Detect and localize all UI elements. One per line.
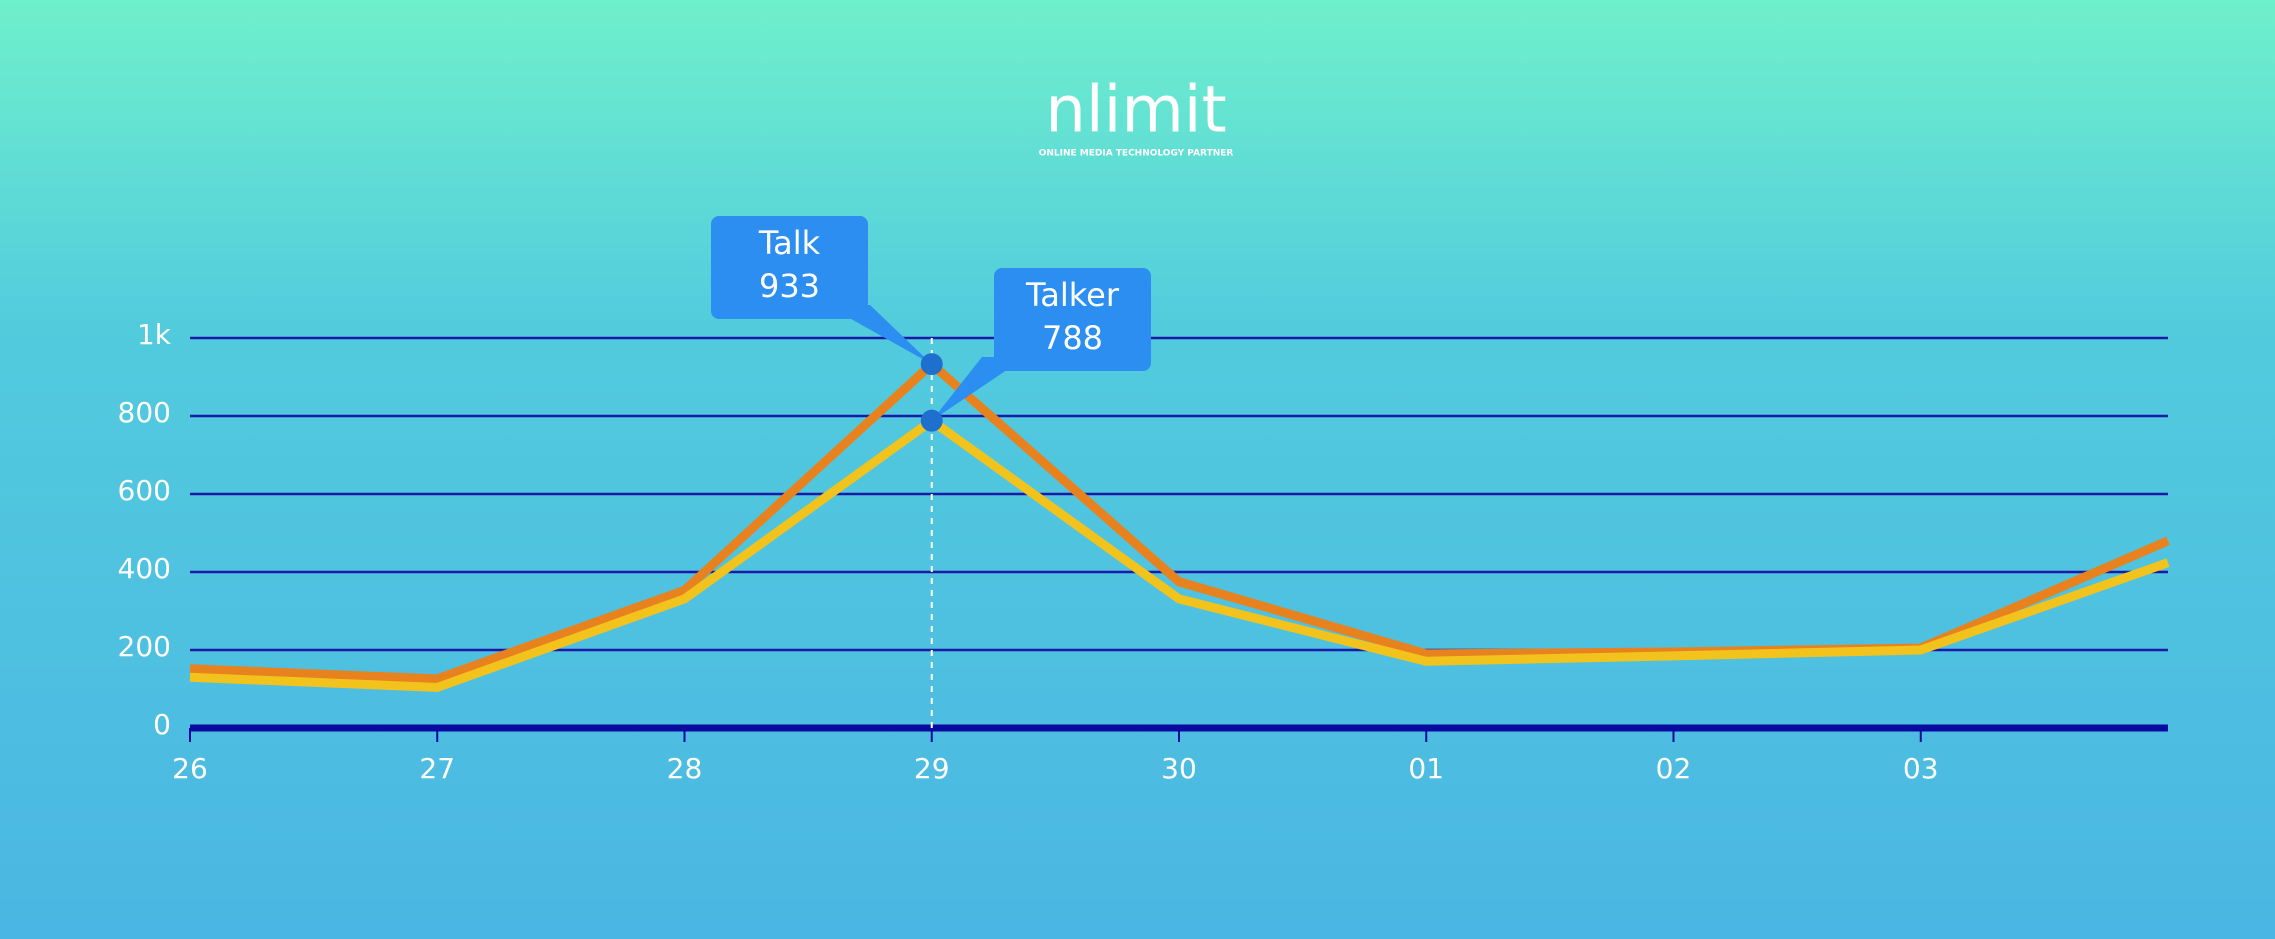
tooltip-pointer: [826, 305, 932, 365]
y-tick-label: 800: [118, 396, 171, 429]
hover-point: [920, 409, 943, 432]
x-tick-label: 28: [667, 752, 703, 785]
tooltip-series: Talker: [1025, 276, 1120, 314]
y-tick-label: 600: [118, 474, 171, 507]
logo: nlimit: [1045, 74, 1226, 148]
hover-point: [920, 353, 943, 376]
x-tick-label: 26: [172, 752, 208, 785]
tooltip: [711, 216, 868, 319]
y-tick-label: 1k: [137, 318, 172, 351]
x-tick-label: 02: [1656, 752, 1692, 785]
series-line: [189, 416, 2170, 692]
x-tick-label: 01: [1408, 752, 1444, 785]
y-tick-label: 200: [118, 630, 171, 663]
x-tick-label: 29: [914, 752, 950, 785]
logo-tagline: ONLINE MEDIA TECHNOLOGY PARTNER: [1039, 149, 1234, 159]
x-tick-label: 27: [419, 752, 455, 785]
tooltip-series: Talk: [758, 224, 821, 262]
x-tick-label: 30: [1161, 752, 1197, 785]
tooltip-value: 933: [759, 267, 820, 305]
tooltip-pointer: [931, 357, 1026, 421]
tooltip-value: 788: [1042, 319, 1103, 357]
y-tick-label: 0: [153, 708, 171, 741]
y-tick-label: 400: [118, 552, 171, 585]
x-tick-label: 03: [1903, 752, 1939, 785]
tooltip: [994, 268, 1151, 371]
